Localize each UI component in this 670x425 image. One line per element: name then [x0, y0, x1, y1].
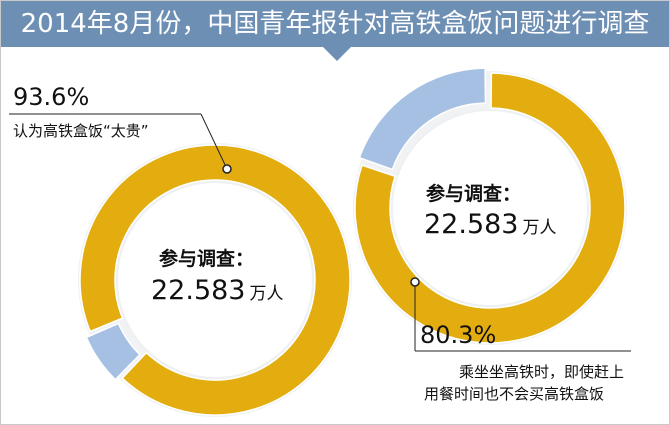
donut-slice-remainder [358, 67, 487, 171]
title-bar [1, 1, 669, 47]
leader-line-left-diagonal [200, 113, 228, 170]
donut-slice-main [354, 72, 626, 344]
donut-center [393, 111, 587, 305]
right-center-unit: 万人 [522, 218, 557, 238]
left-center-unit: 万人 [249, 284, 284, 304]
right-center-value-row: 22.583 万人 [424, 209, 556, 240]
leader-dot-left [222, 164, 232, 174]
left-center-value-row: 22.583 万人 [151, 275, 283, 306]
chart-title: 2014年8月份，中国青年报针对高铁盒饭问题进行调查 [20, 9, 650, 39]
donut-center [118, 183, 312, 377]
right-center-value: 22.583 [424, 209, 519, 240]
donut-chart-right [353, 67, 627, 345]
leader-lines [9, 113, 631, 352]
right-slice-description-line-2: 用餐时间也不会买高铁盒饭 [424, 385, 605, 403]
left-slice-percent: 93.6% [13, 83, 90, 111]
donut-chart-left [78, 143, 352, 417]
right-center-title: 参与调查： [426, 183, 522, 205]
leader-dot-right [410, 277, 420, 287]
left-center-title: 参与调查： [159, 248, 255, 270]
donut-slice-main [79, 144, 351, 416]
left-center-value: 22.583 [151, 275, 246, 306]
title-pointer [323, 47, 351, 61]
right-slice-description-line-1: 乘坐坐高铁时，即使赶上 [459, 363, 625, 381]
right-slice-percent: 80.3% [420, 321, 497, 349]
donut-slice-remainder [85, 322, 141, 381]
left-slice-description: 认为高铁盒饭“太贵” [13, 122, 149, 140]
